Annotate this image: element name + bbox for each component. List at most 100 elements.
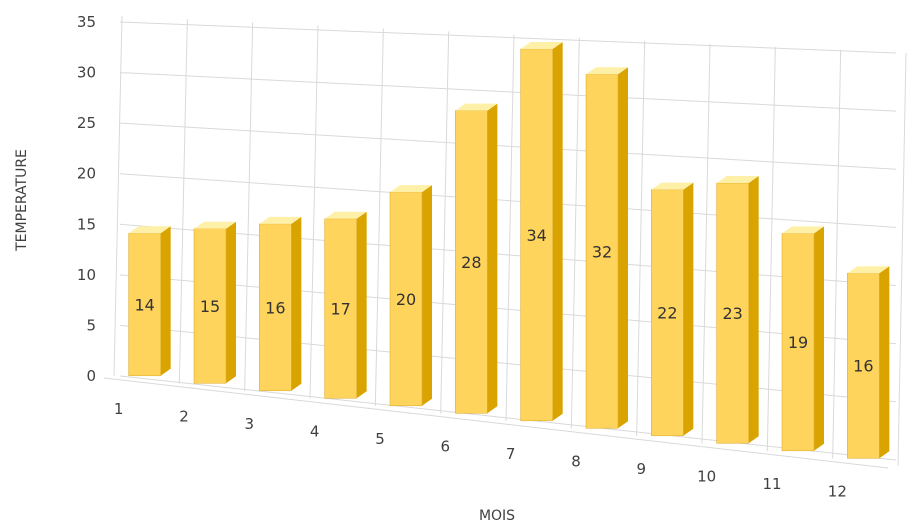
bar-front <box>324 218 357 399</box>
y-tick-label: 20 <box>77 165 96 183</box>
gridline-x <box>178 19 188 384</box>
bar: 32 <box>585 67 628 429</box>
gridline-y <box>119 21 897 54</box>
gridline-x <box>440 31 450 414</box>
x-tick-label: 7 <box>506 445 516 463</box>
bar-front <box>651 189 684 437</box>
gridline-x <box>897 52 907 467</box>
bar-top <box>390 185 432 193</box>
bar-side <box>487 103 498 414</box>
bar-data-label: 16 <box>265 298 285 317</box>
x-tick-label: 6 <box>441 437 451 455</box>
bar: 20 <box>389 185 432 407</box>
gridline-y <box>119 72 897 112</box>
gridline-x <box>832 49 842 459</box>
bar-side <box>814 226 824 451</box>
bar: 17 <box>324 211 367 399</box>
bar-side <box>160 226 171 376</box>
gridline-x <box>505 34 515 422</box>
bar-top <box>259 216 302 224</box>
bar-side <box>748 176 759 444</box>
chart-gridlines <box>103 15 907 469</box>
gridline-x <box>636 40 646 437</box>
bar-front <box>128 232 161 377</box>
bar-side <box>683 182 694 436</box>
x-axis-ticks: 1 2 3 4 5 6 7 8 9 10 11 12 <box>114 400 847 501</box>
gridline-x <box>766 46 776 452</box>
bar-data-label: 15 <box>200 297 220 316</box>
bar-data-label: 14 <box>134 296 154 315</box>
floor-edge <box>103 377 889 469</box>
y-tick-label: 35 <box>77 13 96 31</box>
x-tick-label: 8 <box>571 452 581 470</box>
bar-front <box>716 182 749 444</box>
gridline-x <box>570 37 580 429</box>
bar-side <box>618 67 628 429</box>
y-tick-label: 0 <box>86 367 96 385</box>
y-tick-label: 25 <box>77 114 96 132</box>
bar-side <box>226 221 236 384</box>
x-tick-label: 11 <box>762 475 781 493</box>
gridline-x <box>374 28 384 407</box>
bar: 19 <box>781 226 824 452</box>
bar-top <box>455 103 498 111</box>
gridline-y <box>119 324 897 403</box>
x-tick-label: 4 <box>310 422 320 440</box>
bar-data-label: 23 <box>722 304 742 323</box>
bar-front <box>520 48 553 422</box>
bar: 23 <box>716 176 759 444</box>
bar: 15 <box>193 221 236 384</box>
y-tick-label: 30 <box>77 64 96 82</box>
bar-side <box>291 216 302 391</box>
y-axis-ticks: 0 5 10 15 20 25 30 35 <box>77 13 96 385</box>
bar-data-label: 20 <box>396 290 416 309</box>
bar-side <box>552 41 563 421</box>
bar-data-label: 22 <box>657 304 677 323</box>
bar-top <box>586 67 628 75</box>
bar-data-label: 34 <box>526 226 546 245</box>
bar-front <box>389 191 423 407</box>
x-tick-label: 5 <box>375 430 385 448</box>
bar-top <box>847 266 890 274</box>
bar-top <box>128 226 171 234</box>
bar-side <box>422 185 432 406</box>
gridline-x <box>244 22 254 392</box>
gridline-x <box>309 25 319 399</box>
bar-front <box>455 110 488 414</box>
x-tick-label: 2 <box>179 407 189 425</box>
bar: 16 <box>259 216 302 392</box>
x-tick-label: 9 <box>637 460 647 478</box>
bar-data-label: 19 <box>788 333 808 352</box>
bar-front <box>781 233 815 452</box>
gridline-y <box>119 375 897 461</box>
bar-top <box>324 211 367 219</box>
bar-front <box>585 74 619 429</box>
bar: 14 <box>128 226 171 377</box>
y-axis-title: TEMPERATURE <box>14 149 30 252</box>
y-tick-label: 15 <box>77 215 96 233</box>
gridline-y <box>119 122 897 170</box>
bar-side <box>879 266 890 459</box>
x-tick-label: 12 <box>828 482 847 500</box>
bar-top <box>520 41 563 49</box>
y-tick-label: 5 <box>86 316 96 334</box>
bar-data-label: 28 <box>461 253 481 272</box>
y-tick-label: 10 <box>77 266 96 284</box>
bar: 16 <box>847 266 890 459</box>
gridline-y <box>119 173 897 228</box>
chart-bars: 14 15 16 17 20 28 34 32 22 23 19 16 <box>128 41 890 459</box>
bar-side <box>356 211 367 399</box>
bar-top <box>716 176 759 184</box>
bar-front <box>193 228 227 384</box>
gridline-y <box>119 223 897 287</box>
bar: 22 <box>651 182 694 437</box>
bar-data-label: 17 <box>330 300 350 319</box>
x-tick-label: 10 <box>697 467 716 485</box>
gridline-x <box>113 15 123 377</box>
bar: 34 <box>520 41 563 422</box>
x-axis-title: MOIS <box>479 508 515 524</box>
x-tick-label: 1 <box>114 400 124 418</box>
bar-data-label: 32 <box>592 242 612 261</box>
bar: 28 <box>455 103 498 414</box>
